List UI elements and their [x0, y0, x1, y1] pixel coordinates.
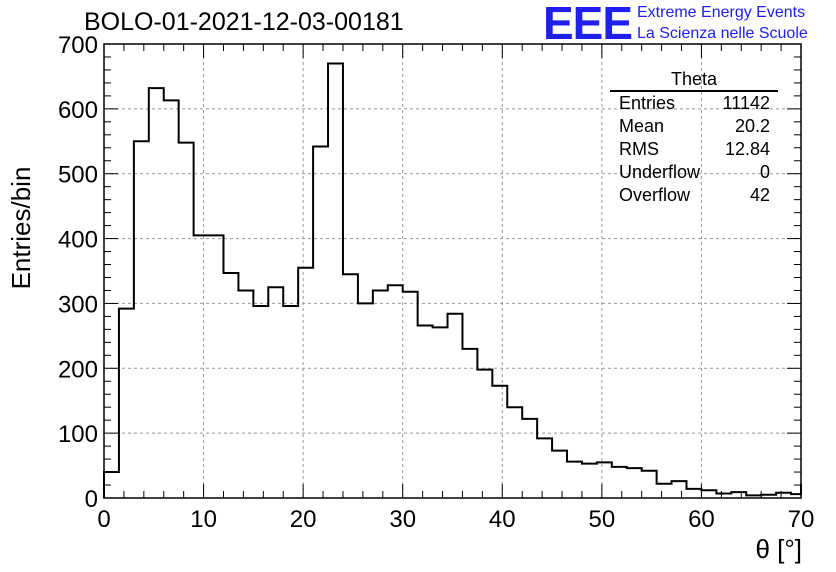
chart-title: BOLO-01-2021-12-03-00181 — [84, 8, 404, 36]
plot-frame-rect — [103, 43, 802, 499]
y-tick-label: 700 — [58, 32, 98, 59]
y-tick-label: 100 — [58, 421, 98, 448]
y-axis-label: Entries/bin — [6, 166, 36, 290]
stats-label: Overflow — [619, 185, 691, 205]
x-tick-label: 30 — [389, 506, 416, 533]
stats-row-overflow: Overflow 42 — [610, 184, 778, 207]
stats-row-underflow: Underflow 0 — [610, 161, 778, 184]
stats-row-mean: Mean 20.2 — [610, 115, 778, 138]
histogram-step-line — [103, 62, 802, 498]
stats-box: Theta Entries 11142 Mean 20.2 RMS 12.84 … — [610, 70, 778, 207]
stats-value: 12.84 — [724, 139, 770, 159]
axis-ticks — [103, 43, 802, 499]
eee-logo-line2: La Scienza nelle Scuole — [637, 25, 808, 42]
stats-value: 0 — [759, 162, 770, 182]
stats-label: Mean — [619, 116, 665, 136]
plot-frame — [103, 43, 802, 499]
y-tick-label: 300 — [58, 291, 98, 318]
x-tick-label: 40 — [489, 506, 516, 533]
x-tick-label: 60 — [688, 506, 715, 533]
grid-lines — [104, 44, 801, 498]
stats-value: 42 — [749, 185, 770, 205]
y-tick-label: 0 — [85, 486, 98, 513]
x-tick-label: 10 — [190, 506, 217, 533]
y-tick-label: 200 — [58, 356, 98, 383]
x-tick-label: 0 — [97, 506, 110, 533]
stats-row-rms: RMS 12.84 — [610, 138, 778, 161]
eee-logo-mark: EEE — [543, 0, 633, 49]
x-tick-label: 50 — [589, 506, 616, 533]
stats-value: 11142 — [722, 93, 770, 113]
stats-label: Entries — [619, 93, 676, 113]
y-tick-label: 600 — [58, 97, 98, 124]
stats-value: 20.2 — [734, 116, 770, 136]
x-axis-label: θ [°] — [755, 534, 802, 564]
stats-label: RMS — [619, 139, 659, 159]
y-tick-label: 500 — [58, 162, 98, 189]
eee-logo-line1: Extreme Energy Events — [637, 4, 806, 21]
x-tick-label: 20 — [290, 506, 317, 533]
stats-row-entries: Entries 11142 — [610, 92, 778, 115]
stats-title: Theta — [610, 70, 778, 92]
y-tick-label: 400 — [58, 227, 98, 254]
histogram-series — [103, 62, 802, 498]
x-tick-label: 70 — [788, 506, 815, 533]
stats-label: Underflow — [619, 162, 701, 182]
